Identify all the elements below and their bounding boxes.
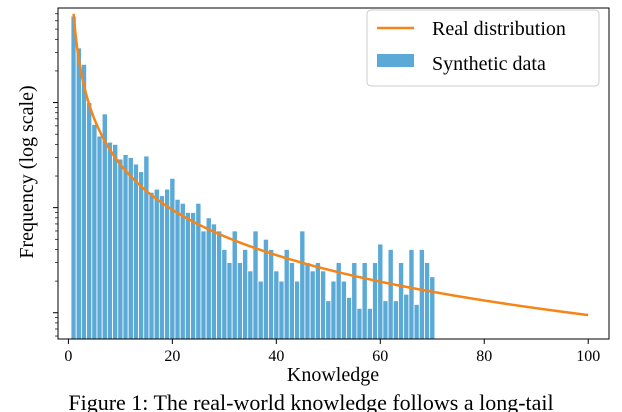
bar-knowledge-62 — [387, 249, 394, 340]
bar-knowledge-13 — [132, 163, 139, 340]
bar-knowledge-34 — [242, 249, 249, 340]
real-distribution-line — [72, 13, 589, 317]
plot-frame — [57, 7, 610, 340]
bar-knowledge-30 — [221, 249, 228, 340]
bar-knowledge-41 — [278, 280, 285, 340]
figure-caption: Figure 1: The real-world knowledge follo… — [68, 391, 554, 412]
bar-knowledge-45 — [299, 230, 306, 340]
bar-knowledge-1 — [70, 15, 77, 340]
bar-knowledge-6 — [96, 135, 103, 340]
bar-knowledge-47 — [309, 270, 316, 340]
bar-knowledge-67 — [413, 304, 420, 340]
bar-knowledge-60 — [377, 243, 384, 340]
bar-knowledge-31 — [226, 262, 233, 340]
bar-knowledge-59 — [372, 262, 379, 340]
bar-knowledge-66 — [408, 249, 415, 340]
x-tick-label-60: 60 — [372, 348, 388, 365]
bar-knowledge-68 — [418, 249, 425, 340]
legend-synthetic-data-label: Synthetic data — [432, 53, 546, 75]
bar-knowledge-49 — [320, 270, 327, 340]
y-axis-ticks — [53, 13, 58, 337]
bar-knowledge-55 — [351, 262, 358, 340]
bar-knowledge-63 — [392, 300, 399, 340]
bar-knowledge-17 — [153, 188, 160, 340]
bar-knowledge-10 — [117, 158, 124, 340]
bar-knowledge-35 — [247, 270, 254, 340]
bar-knowledge-20 — [169, 177, 176, 340]
chart: 0 20 40 60 80 100 Knowledge Frequency (log sc… — [16, 7, 610, 386]
y-axis-label: Frequency (log scale) — [16, 85, 38, 258]
x-tick-label-0: 0 — [64, 348, 72, 365]
bar-knowledge-9 — [112, 143, 119, 340]
bar-knowledge-50 — [325, 300, 332, 340]
x-axis-label: Knowledge — [287, 364, 379, 386]
bar-knowledge-51 — [330, 280, 337, 340]
legend: Real distribution Synthetic data — [366, 9, 600, 87]
legend-box — [366, 9, 600, 87]
bar-knowledge-11 — [122, 154, 129, 340]
bar-knowledge-24 — [190, 212, 197, 340]
bar-knowledge-39 — [268, 249, 275, 340]
bar-series — [70, 15, 436, 340]
bar-knowledge-65 — [403, 293, 410, 340]
bar-knowledge-38 — [262, 238, 269, 340]
bar-knowledge-44 — [294, 280, 301, 340]
bar-knowledge-56 — [356, 307, 363, 340]
bar-knowledge-58 — [366, 307, 373, 340]
bar-knowledge-16 — [148, 191, 155, 340]
legend-synthetic-data-swatch — [377, 54, 414, 67]
bar-knowledge-12 — [127, 157, 134, 340]
bar-knowledge-19 — [164, 188, 171, 340]
legend-real-distribution-label: Real distribution — [432, 18, 566, 40]
x-tick-label-20: 20 — [164, 348, 180, 365]
bar-knowledge-4 — [86, 102, 93, 340]
bar-knowledge-32 — [231, 230, 238, 340]
x-tick-label-80: 80 — [476, 348, 492, 365]
bar-knowledge-48 — [314, 262, 321, 340]
bar-knowledge-43 — [288, 262, 295, 340]
x-axis-ticks: 0 20 40 60 80 100 — [64, 339, 600, 365]
bar-knowledge-52 — [335, 262, 342, 340]
bar-knowledge-28 — [210, 223, 217, 340]
bar-knowledge-3 — [80, 63, 87, 340]
bar-knowledge-57 — [361, 262, 368, 340]
bar-knowledge-27 — [205, 217, 212, 340]
x-tick-label-100: 100 — [576, 348, 600, 365]
bar-knowledge-70 — [429, 276, 436, 340]
bar-knowledge-53 — [340, 280, 347, 340]
bar-knowledge-18 — [158, 195, 165, 340]
bar-knowledge-23 — [184, 212, 191, 340]
bar-knowledge-40 — [273, 270, 280, 340]
bar-knowledge-26 — [200, 230, 207, 340]
x-tick-label-40: 40 — [268, 348, 284, 365]
bar-knowledge-54 — [346, 296, 353, 340]
bar-knowledge-29 — [216, 230, 223, 340]
bar-knowledge-46 — [304, 262, 311, 340]
bar-knowledge-37 — [257, 280, 264, 340]
bar-knowledge-69 — [424, 262, 431, 340]
bar-knowledge-15 — [143, 155, 150, 340]
bar-knowledge-33 — [236, 262, 243, 340]
bar-knowledge-8 — [106, 141, 113, 340]
bar-knowledge-64 — [398, 262, 405, 340]
bar-knowledge-61 — [382, 300, 389, 340]
bar-knowledge-7 — [101, 113, 108, 340]
bar-knowledge-22 — [179, 202, 186, 340]
bar-knowledge-2 — [75, 47, 82, 340]
bar-knowledge-14 — [138, 171, 145, 340]
bar-knowledge-21 — [174, 198, 181, 340]
bar-knowledge-5 — [91, 123, 98, 340]
bar-knowledge-42 — [283, 249, 290, 340]
